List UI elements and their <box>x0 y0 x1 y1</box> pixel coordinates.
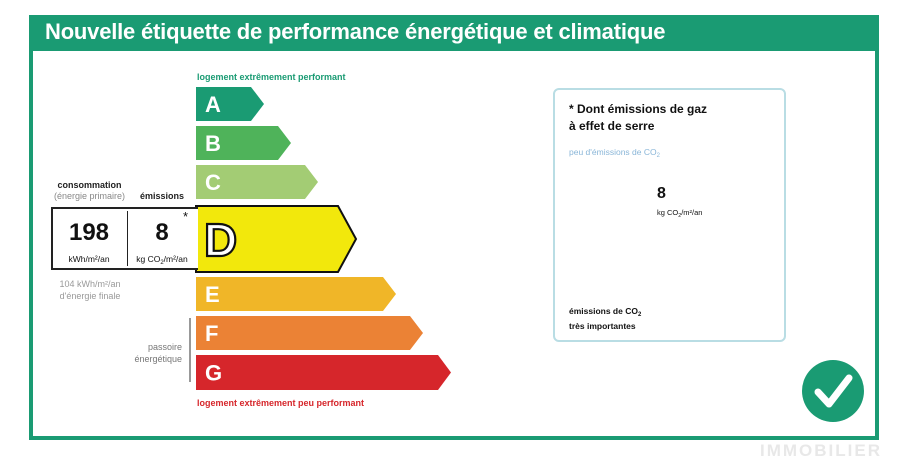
consumption-label: consommation <box>57 180 122 190</box>
emissions-unit: kg CO2/m²/an <box>136 254 188 266</box>
energy-label-bottom: logement extrêmement peu performant <box>197 398 365 408</box>
consumption-value: 198 <box>68 219 110 246</box>
value-divider <box>127 211 128 266</box>
energy-class-letter-e: E <box>205 282 220 307</box>
energy-label-top: logement extrêmement performant <box>197 72 346 82</box>
ges-title: * Dont émissions de gaz à effet de serre <box>569 102 708 133</box>
energy-bar-a <box>196 87 264 121</box>
energy-bar-b <box>196 126 291 160</box>
ges-label-bottom: émissions de CO2 très importantes <box>569 306 642 331</box>
page-title: Nouvelle étiquette de performance énergé… <box>45 19 666 44</box>
value-box <box>51 207 198 270</box>
energy-class-letter-b: B <box>205 131 221 156</box>
ges-label-top: peu d'émissions de CO2 <box>569 147 660 159</box>
ges-unit: kg CO2/m²/an <box>657 208 703 219</box>
consumption-unit: kWh/m²/an <box>68 254 110 264</box>
emissions-label: émissions <box>140 191 185 201</box>
energy-bar-e <box>196 277 396 311</box>
final-energy-note: 104 kWh/m²/an d'énergie finale <box>59 279 121 301</box>
energy-class-letter-a: A <box>205 92 221 117</box>
passoire-bracket <box>189 318 191 382</box>
asterisk-mark: * <box>183 209 189 224</box>
ges-panel <box>553 88 786 342</box>
energy-bar-g <box>196 355 451 390</box>
energy-class-letter-f: F <box>205 321 218 346</box>
consumption-heading: consommation (énergie primaire) <box>52 180 127 202</box>
energy-class-letter-d: D <box>204 214 237 266</box>
ges-value: 8 <box>657 185 666 202</box>
checkmark-icon <box>802 360 864 422</box>
energy-bar-c <box>196 165 318 199</box>
title-bar <box>29 15 879 51</box>
energy-class-letter-g: G <box>205 361 222 386</box>
passoire-label: passoire énergétique <box>134 342 182 364</box>
watermark-text: IMMOBILIER <box>760 441 882 460</box>
emissions-value: 8 <box>155 219 169 246</box>
energy-class-letter-c: C <box>205 170 221 195</box>
consumption-sublabel: (énergie primaire) <box>53 191 126 201</box>
energy-bar-f <box>196 316 423 350</box>
